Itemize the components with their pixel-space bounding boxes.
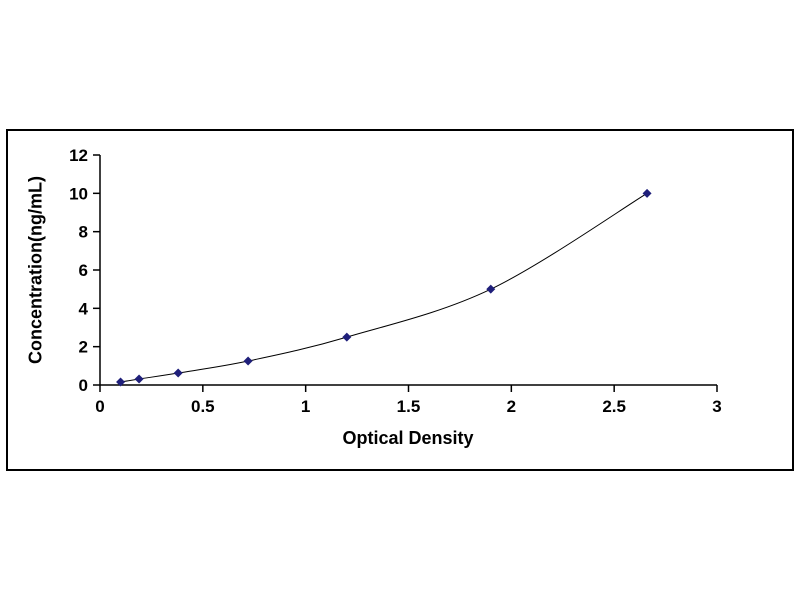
data-point-marker — [243, 356, 253, 366]
data-point-marker — [134, 374, 144, 384]
y-axis-label: Concentration(ng/mL) — [25, 176, 46, 364]
data-point-marker — [642, 188, 652, 198]
y-tick-label: 12 — [69, 146, 88, 165]
x-tick-label: 0.5 — [191, 397, 215, 416]
y-tick-label: 10 — [69, 184, 88, 203]
x-tick-label: 2 — [507, 397, 516, 416]
data-point-marker — [342, 332, 352, 342]
chart-frame — [6, 129, 794, 471]
y-tick-label: 8 — [79, 223, 88, 242]
y-tick-label: 2 — [79, 338, 88, 357]
x-tick-label: 3 — [712, 397, 721, 416]
data-point-marker — [486, 284, 496, 294]
curve-line — [120, 192, 648, 383]
data-point-marker — [116, 377, 126, 387]
y-tick-label: 4 — [79, 299, 89, 318]
y-tick-label: 0 — [79, 376, 88, 395]
y-tick-label: 6 — [79, 261, 88, 280]
x-axis-label: Optical Density — [342, 428, 474, 448]
data-point-marker — [173, 368, 183, 378]
x-tick-label: 2.5 — [602, 397, 626, 416]
x-tick-label: 0 — [95, 397, 104, 416]
x-tick-label: 1 — [301, 397, 310, 416]
x-tick-label: 1.5 — [397, 397, 421, 416]
